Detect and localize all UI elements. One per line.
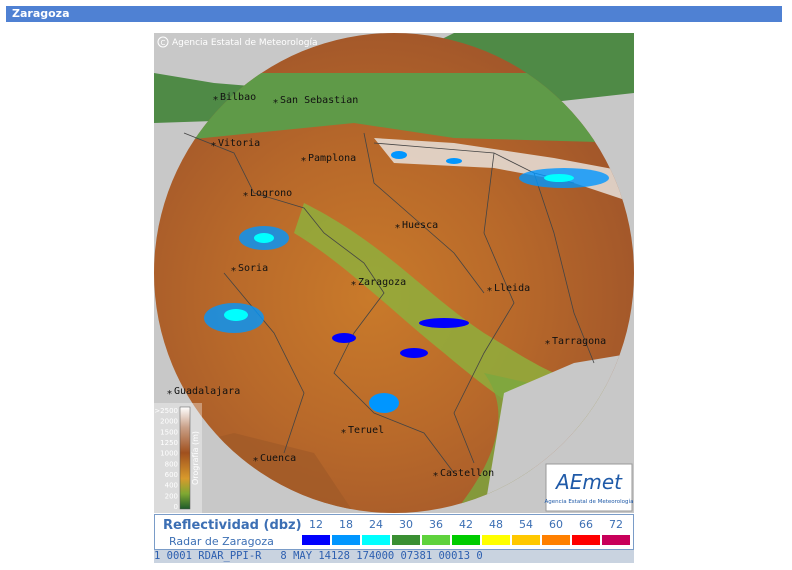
city-label: Vitoria	[218, 138, 260, 149]
city-label: Teruel	[348, 425, 384, 436]
city-marker: *	[341, 428, 346, 439]
city-marker: *	[211, 141, 216, 152]
city-label: Guadalajara	[174, 386, 240, 397]
level-label: 72	[609, 518, 623, 531]
city-label: Soria	[238, 263, 268, 274]
city-marker: *	[231, 266, 236, 277]
status-bar: 1 0001 RDAR_PPI-R 8 MAY 14128 174000 073…	[154, 550, 634, 563]
city-label: Huesca	[402, 220, 438, 231]
legend-subtitle: Radar de Zaragoza	[169, 535, 274, 548]
city-label: Tarragona	[552, 336, 606, 347]
city-marker: *	[301, 156, 306, 167]
legend-levels: 12 18 24 30 36 42 48 54 60 66 72	[302, 518, 630, 545]
city-labels: * Bilbao* San Sebastian* Vitoria* Pamplona* L…	[167, 92, 606, 482]
level-label: 12	[309, 518, 323, 531]
level-swatch	[422, 535, 450, 545]
level-label: 60	[549, 518, 563, 531]
copyright: C Agencia Estatal de Meteorología	[157, 36, 318, 48]
city-label: Castellon	[440, 468, 494, 479]
city-label: Pamplona	[308, 153, 356, 164]
status-text: 1 0001 RDAR_PPI-R 8 MAY 14128 174000 073…	[154, 550, 483, 562]
level-label: 48	[489, 518, 503, 531]
city-label: Zaragoza	[358, 277, 406, 288]
level-label: 18	[339, 518, 353, 531]
orography-tick: 600	[165, 471, 178, 479]
radar-echoes	[204, 151, 609, 413]
level-swatch	[302, 535, 330, 545]
level-label: 30	[399, 518, 413, 531]
city-marker: *	[243, 191, 248, 202]
city-marker: *	[545, 339, 550, 350]
city-marker: *	[351, 280, 356, 291]
city-marker: *	[213, 95, 218, 106]
city-label: Lleida	[494, 283, 530, 294]
city-label: Cuenca	[260, 453, 296, 464]
level-swatch	[602, 535, 630, 545]
copyright-text: Agencia Estatal de Meteorología	[172, 38, 318, 48]
level-swatch	[452, 535, 480, 545]
city-marker: *	[253, 456, 258, 467]
orography-tick: 2000	[160, 418, 178, 426]
orography-tick: 1250	[160, 439, 178, 447]
level-label: 24	[369, 518, 383, 531]
orography-tick: 1000	[160, 450, 178, 458]
level-label: 54	[519, 518, 533, 531]
orography-bar	[179, 406, 191, 510]
logo-subtitle: Agencia Estatal de Meteorología	[545, 498, 634, 505]
legend-title: Reflectividad (dbz)	[163, 518, 302, 533]
orography-tick: 800	[165, 460, 178, 468]
header-title: Zaragoza	[12, 7, 70, 20]
orography-tick: >2500	[154, 407, 178, 415]
city-marker: *	[433, 471, 438, 482]
city-marker: *	[395, 223, 400, 234]
orography-tick: 0	[174, 503, 178, 511]
city-label: Bilbao	[220, 92, 256, 103]
level-swatch	[332, 535, 360, 545]
city-label: Logrono	[250, 188, 292, 199]
city-marker: *	[487, 286, 492, 297]
level-swatch	[512, 535, 540, 545]
level-label: 66	[579, 518, 593, 531]
orography-tick: 200	[165, 492, 178, 500]
city-label: San Sebastian	[280, 95, 358, 106]
level-swatch	[572, 535, 600, 545]
level-swatch	[542, 535, 570, 545]
level-swatch	[362, 535, 390, 545]
radar-map: * Bilbao* San Sebastian* Vitoria* Pamplona* L…	[154, 33, 634, 513]
city-marker: *	[273, 98, 278, 109]
orography-title: Orografía (m)	[191, 431, 200, 485]
level-label: 36	[429, 518, 443, 531]
logo-name: AEmet	[554, 470, 623, 494]
copyright-symbol: C	[161, 39, 166, 47]
orography-tick: 1500	[160, 428, 178, 436]
level-swatch	[392, 535, 420, 545]
header-bar: Zaragoza	[6, 6, 782, 22]
terrain	[154, 33, 634, 513]
orography-tick: 400	[165, 482, 178, 490]
legend: Reflectividad (dbz) Radar de Zaragoza 12…	[154, 514, 634, 550]
logo: AEmet Agencia Estatal de Meteorología	[545, 463, 634, 512]
level-swatch	[482, 535, 510, 545]
city-marker: *	[167, 389, 172, 400]
level-label: 42	[459, 518, 473, 531]
